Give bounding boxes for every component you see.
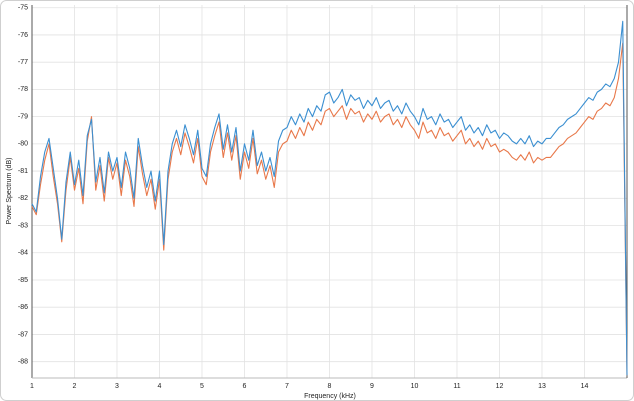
y-tick-label: -75 [18,5,28,12]
x-tick-label: 13 [538,383,546,390]
y-tick-label: -88 [18,359,28,366]
y-tick-label: -86 [18,304,28,311]
x-tick-label: 5 [200,383,204,390]
x-tick-label: 12 [496,383,504,390]
series-line [31,20,628,376]
y-tick-label: -82 [18,195,28,202]
x-tick-label: 1 [30,383,34,390]
y-tick-label: -83 [18,222,28,229]
x-tick-label: 8 [328,383,332,390]
y-tick-label: -77 [18,59,28,66]
y-tick-label: -85 [18,277,28,284]
x-tick-label: 2 [73,383,77,390]
x-tick-label: 4 [158,383,162,390]
y-tick-label: -79 [18,113,28,120]
y-tick-label: -87 [18,331,28,338]
y-tick-label: -84 [18,250,28,257]
y-tick-label: -80 [18,141,28,148]
y-tick-label: -76 [18,32,28,39]
x-tick-label: 9 [370,383,374,390]
x-tick-label: 14 [581,383,589,390]
x-tick-label: 6 [243,383,247,390]
y-tick-label: -81 [18,168,28,175]
x-axis-label: Frequency (kHz) [304,393,356,400]
x-tick-label: 3 [115,383,119,390]
x-tick-label: 10 [411,383,419,390]
series-line [31,42,628,376]
y-tick-label: -78 [18,86,28,93]
y-axis-label: Power Spectrum (dB) [6,158,13,225]
x-tick-label: 7 [285,383,289,390]
x-tick-label: 11 [453,383,460,390]
